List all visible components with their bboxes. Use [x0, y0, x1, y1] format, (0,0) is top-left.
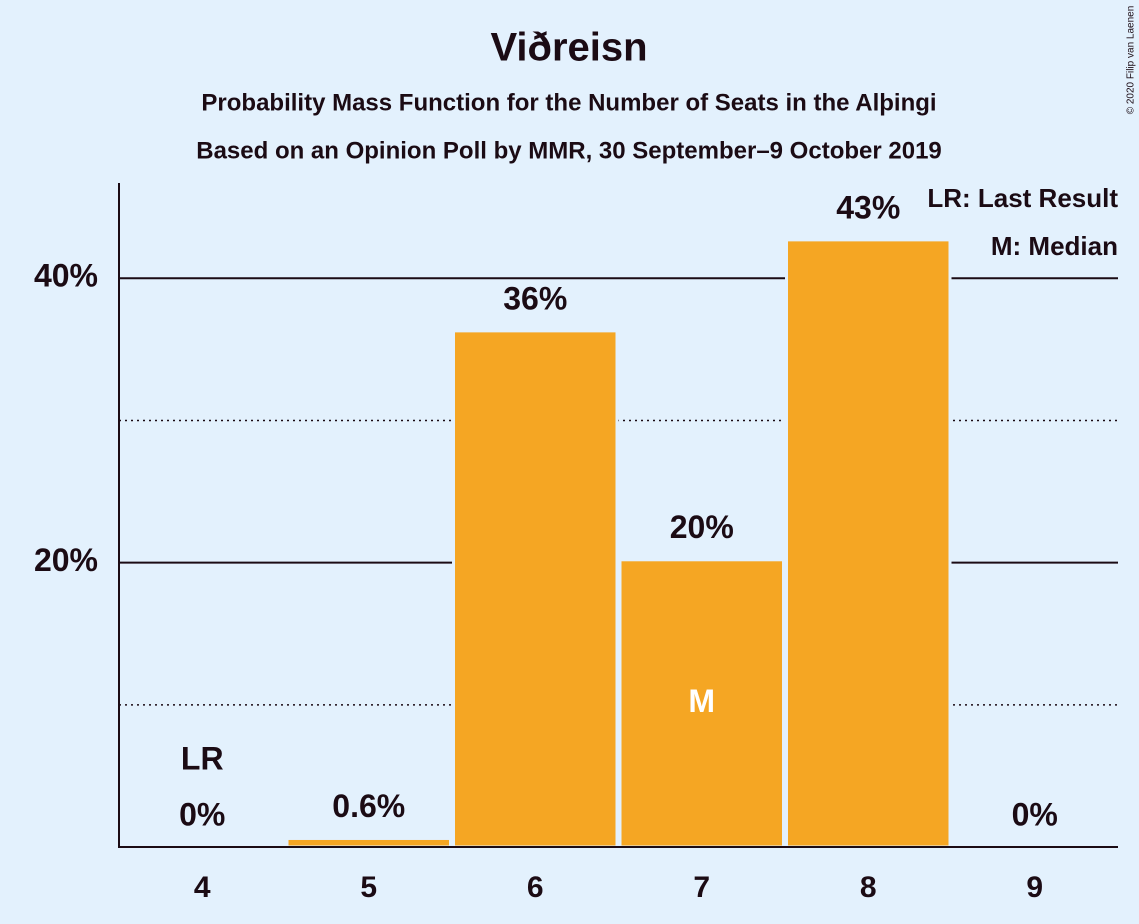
value-label: 36% — [503, 280, 567, 316]
chart-title: Viðreisn — [490, 26, 647, 70]
value-label: 0.6% — [332, 788, 405, 824]
copyright: © 2020 Filip van Laenen — [1126, 6, 1137, 115]
chart-subtitle: Based on an Opinion Poll by MMR, 30 Sept… — [196, 137, 942, 164]
chart-subtitle: Probability Mass Function for the Number… — [201, 89, 936, 116]
value-label: 0% — [179, 796, 225, 832]
bar — [618, 558, 785, 849]
bar — [285, 836, 452, 849]
value-label: 43% — [836, 189, 900, 225]
y-tick-label: 40% — [34, 258, 98, 294]
x-tick-label: 6 — [527, 871, 544, 904]
legend-entry: M: Median — [991, 231, 1118, 261]
annotation: LR — [181, 740, 224, 776]
legend-entry: LR: Last Result — [927, 183, 1118, 213]
x-tick-label: 8 — [860, 871, 877, 904]
x-tick-label: 7 — [693, 871, 710, 904]
bar — [452, 329, 619, 849]
x-tick-label: 5 — [360, 871, 377, 904]
value-label: 0% — [1012, 796, 1058, 832]
x-tick-label: 4 — [194, 871, 211, 904]
bar — [785, 238, 952, 849]
x-tick-label: 9 — [1026, 871, 1043, 904]
y-tick-label: 20% — [34, 542, 98, 578]
annotation: M — [688, 683, 715, 719]
value-label: 20% — [670, 509, 734, 545]
